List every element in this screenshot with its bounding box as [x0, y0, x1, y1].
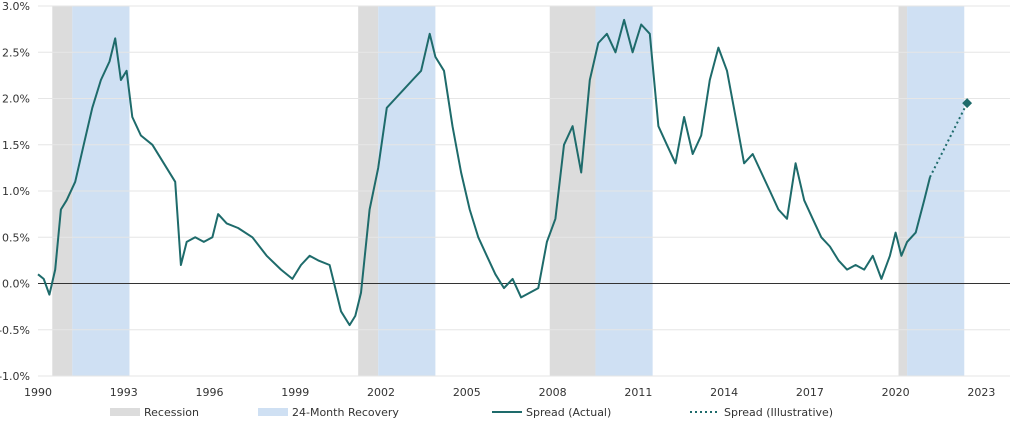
- x-tick-label: 2002: [367, 386, 395, 399]
- x-axis-ticks: 1990 1993 1996 1999 2002 2005 2008 2011 2014 2017…: [24, 386, 995, 399]
- y-tick-label: 1.0%: [2, 185, 30, 198]
- x-tick-label: 1999: [281, 386, 309, 399]
- spread-actual-line: [37, 18, 931, 327]
- x-tick-label: 2017: [796, 386, 824, 399]
- y-tick-label: -0.5%: [0, 324, 30, 337]
- y-tick-label: 2.0%: [2, 93, 30, 106]
- spread-end-marker: [962, 98, 973, 109]
- recession-legend-swatch: [110, 408, 140, 416]
- x-tick-label: 1996: [196, 386, 224, 399]
- x-tick-label: 2005: [453, 386, 481, 399]
- x-tick-label: 1993: [110, 386, 138, 399]
- series-lines: [37, 18, 973, 327]
- recovery-legend-swatch: [258, 408, 288, 416]
- y-tick-label: 3.0%: [2, 0, 30, 13]
- spread-illustrative-line: [929, 102, 968, 178]
- legend-label: 24-Month Recovery: [292, 406, 399, 419]
- x-tick-label: 2014: [710, 386, 738, 399]
- legend-label: Spread (Illustrative): [724, 406, 833, 419]
- x-tick-label: 2008: [539, 386, 567, 399]
- gridlines: [38, 5, 1010, 377]
- y-tick-label: 0.5%: [2, 231, 30, 244]
- legend: Recession 24-Month Recovery Spread (Actual…: [110, 406, 833, 419]
- y-tick-label: 1.5%: [2, 139, 30, 152]
- legend-label: Recession: [144, 406, 199, 419]
- y-tick-label: 0.0%: [2, 278, 30, 291]
- legend-label: Spread (Actual): [526, 406, 611, 419]
- y-tick-label: 2.5%: [2, 46, 30, 59]
- x-tick-label: 1990: [24, 386, 52, 399]
- x-tick-label: 2011: [624, 386, 652, 399]
- y-tick-label: -1.0%: [0, 370, 30, 383]
- x-tick-label: 2020: [882, 386, 910, 399]
- y-axis-ticks: -1.0% -0.5% 0.0% 0.5% 1.0% 1.5% 2.0% 2.5% 3.0%: [0, 0, 30, 383]
- x-tick-label: 2023: [967, 386, 995, 399]
